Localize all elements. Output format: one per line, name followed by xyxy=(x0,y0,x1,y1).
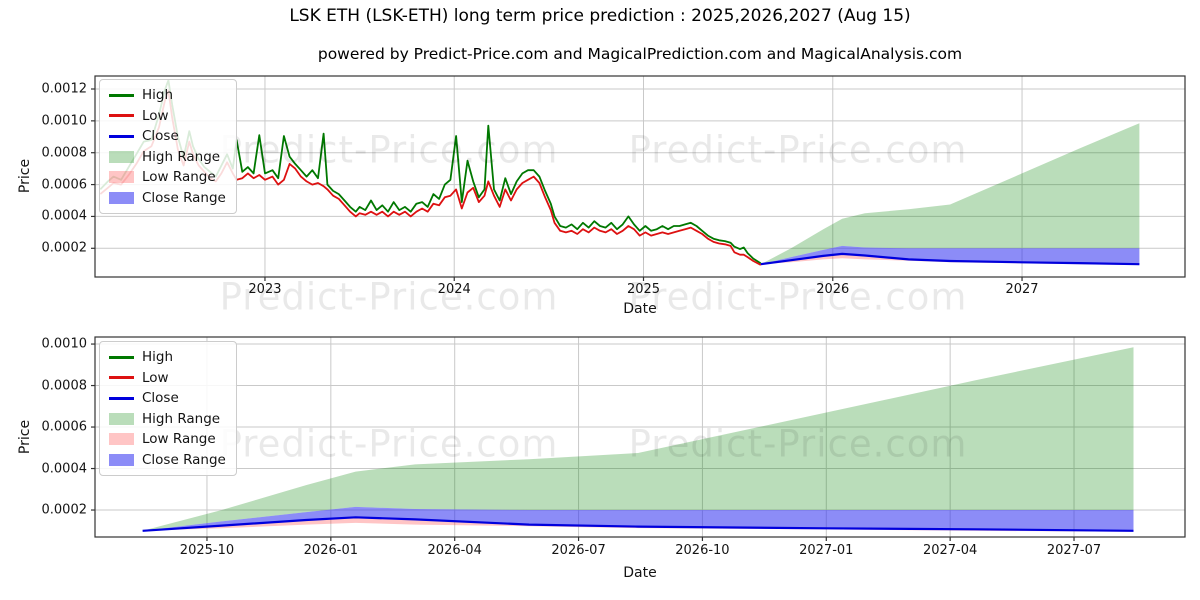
legend-line-swatch-icon xyxy=(109,114,134,118)
plot-border xyxy=(94,75,1186,278)
x-tick-label: 2026 xyxy=(816,282,850,297)
high-range-band xyxy=(760,123,1140,265)
x-axis-label-bottom: Date xyxy=(623,565,657,581)
legend-patch-swatch-icon xyxy=(109,412,134,425)
legend-item-high-range: High Range xyxy=(109,147,228,168)
legend-patch-swatch-icon xyxy=(109,433,134,446)
legend-swatch-color xyxy=(109,355,134,359)
x-tick-label: 2024 xyxy=(437,282,471,297)
low-range-band xyxy=(760,253,1140,265)
legend-line-swatch-icon xyxy=(109,134,134,138)
legend-item-close: Close xyxy=(109,388,228,409)
legend-label: Close xyxy=(142,128,179,145)
legend-item-close-range: Close Range xyxy=(109,188,228,209)
high-range-band xyxy=(142,347,1134,531)
legend-swatch-color xyxy=(109,453,134,466)
y-tick-label: 0.0010 xyxy=(41,336,88,352)
legend-item-close: Close xyxy=(109,126,228,147)
x-tick-label: 2026-10 xyxy=(675,543,730,558)
x-tick-label: 2026-07 xyxy=(551,543,606,558)
watermark: Predict-Price.com xyxy=(219,422,559,466)
y-tick-label: 0.0004 xyxy=(41,208,88,224)
legend-label: Low xyxy=(142,369,169,386)
legend-swatch-color xyxy=(109,433,134,446)
watermark: Predict-Price.com xyxy=(219,128,559,172)
legend-line-swatch-icon xyxy=(109,355,134,359)
y-tick-label: 0.0006 xyxy=(41,419,88,435)
legend-item-low: Low xyxy=(109,106,228,127)
watermark: Predict-Price.com xyxy=(219,275,559,319)
y-tick-label: 0.0010 xyxy=(41,113,88,129)
legend-item-close-range: Close Range xyxy=(109,450,228,471)
legend-label: High xyxy=(142,87,174,104)
y-tick-label: 0.0004 xyxy=(41,461,88,477)
chart-subtitle: powered by Predict-Price.com and Magical… xyxy=(317,45,963,63)
x-tick-label: 2026-01 xyxy=(303,543,358,558)
legend-line-swatch-icon xyxy=(109,93,134,97)
legend-patch-swatch-icon xyxy=(109,191,134,204)
legend-line-swatch-icon xyxy=(109,396,134,400)
legend-bottom-chart: High Low Close High Range Low Range Close Ran… xyxy=(99,341,237,476)
legend-swatch-color xyxy=(109,412,134,425)
x-axis-label-top: Date xyxy=(623,301,657,317)
legend-label: High Range xyxy=(142,148,221,165)
y-tick-label: 0.0012 xyxy=(41,81,88,97)
legend-label: High xyxy=(142,349,174,366)
legend-label: Close Range xyxy=(142,189,226,206)
legend-top-chart: High Low Close High Range Low Range Close Ran… xyxy=(99,79,237,214)
legend-patch-swatch-icon xyxy=(109,150,134,163)
y-tick-label: 0.0008 xyxy=(41,378,88,394)
y-tick-label: 0.0008 xyxy=(41,145,88,161)
plot-border xyxy=(94,336,1186,538)
legend-swatch-color xyxy=(109,396,134,400)
legend-item-low-range: Low Range xyxy=(109,167,228,188)
legend-item-low: Low xyxy=(109,368,228,389)
x-tick-label: 2026-04 xyxy=(427,543,482,558)
chart-title: LSK ETH (LSK-ETH) long term price predic… xyxy=(289,6,911,26)
low-range-band xyxy=(142,517,1134,532)
legend-swatch-color xyxy=(109,134,134,138)
legend-line-swatch-icon xyxy=(109,376,134,380)
x-tick-label: 2025 xyxy=(626,282,661,297)
legend-label: High Range xyxy=(142,410,221,427)
watermark: Predict-Price.com xyxy=(628,128,968,172)
close-line xyxy=(142,516,1134,532)
legend-label: Low Range xyxy=(142,431,216,448)
legend-label: Close Range xyxy=(142,451,226,468)
x-tick-label: 2025-10 xyxy=(179,543,235,558)
legend-item-high: High xyxy=(109,85,228,106)
x-tick-label: 2023 xyxy=(248,282,282,297)
legend-item-high: High xyxy=(109,347,228,368)
legend-swatch-color xyxy=(109,150,134,163)
y-tick-label: 0.0002 xyxy=(41,502,88,518)
close-range-band xyxy=(142,506,1134,531)
legend-label: Close xyxy=(142,390,179,407)
legend-item-low-range: Low Range xyxy=(109,429,228,450)
close-range-band xyxy=(760,245,1140,265)
legend-swatch-color xyxy=(109,114,134,118)
legend-patch-swatch-icon xyxy=(109,171,134,184)
close-line xyxy=(760,252,1140,266)
legend-swatch-color xyxy=(109,376,134,380)
legend-swatch-color xyxy=(109,191,134,204)
legend-swatch-color xyxy=(109,171,134,184)
x-tick-label: 2027-07 xyxy=(1046,543,1102,558)
x-tick-label: 2027-01 xyxy=(799,543,854,558)
watermark: Predict-Price.com xyxy=(628,275,968,319)
x-tick-label: 2027-04 xyxy=(922,543,978,558)
x-tick-label: 2027 xyxy=(1005,282,1039,297)
legend-item-high-range: High Range xyxy=(109,409,228,430)
watermark: Predict-Price.com xyxy=(628,422,968,466)
legend-label: Low xyxy=(142,107,169,124)
legend-label: Low Range xyxy=(142,169,216,186)
legend-patch-swatch-icon xyxy=(109,453,134,466)
y-tick-label: 0.0002 xyxy=(41,240,88,256)
y-tick-label: 0.0006 xyxy=(41,177,88,193)
legend-swatch-color xyxy=(109,93,134,97)
